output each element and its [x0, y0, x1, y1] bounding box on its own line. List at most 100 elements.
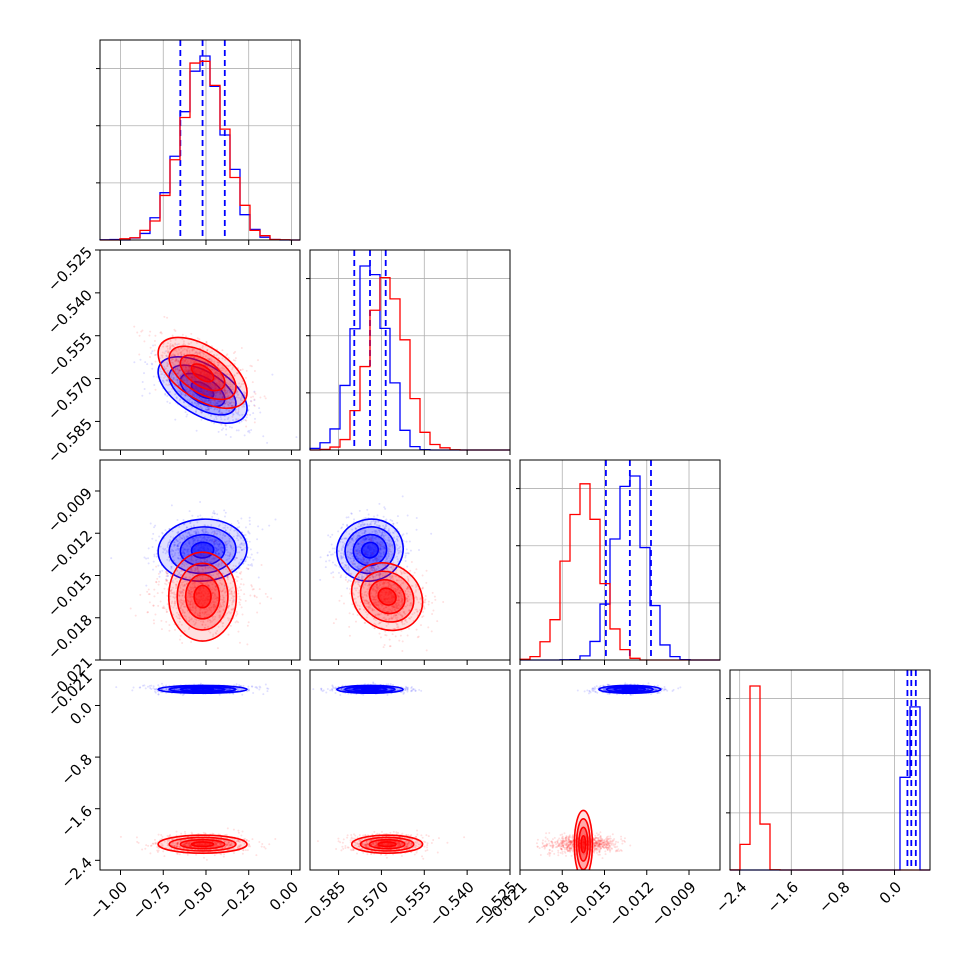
sample-point-red [217, 382, 220, 385]
sample-point-red [190, 590, 193, 593]
sample-point-red [190, 590, 193, 593]
sample-point-blue [181, 562, 184, 565]
sample-point-red [172, 596, 175, 599]
sample-point-blue [209, 561, 212, 564]
sample-point-blue [266, 441, 269, 444]
sample-point-blue [216, 548, 219, 551]
sample-point-blue [149, 522, 152, 525]
sample-point-blue [194, 386, 197, 389]
sample-point-blue [239, 397, 242, 400]
sample-point-blue [182, 555, 185, 558]
sample-point-blue [176, 545, 179, 548]
sample-point-red [205, 597, 208, 600]
sample-point-blue [208, 358, 211, 361]
sample-point-red [188, 592, 191, 595]
sample-point-red [224, 387, 227, 390]
sample-point-blue [227, 542, 230, 545]
sample-point-blue [176, 573, 179, 576]
sample-point-blue [199, 543, 202, 546]
sample-point-blue [217, 563, 220, 566]
sample-point-blue [235, 429, 238, 432]
sample-point-blue [186, 548, 189, 551]
sample-point-red [160, 331, 163, 334]
sample-point-blue [208, 545, 211, 548]
sample-point-red [218, 611, 221, 614]
sample-point-blue [246, 430, 249, 433]
sample-point-red [237, 396, 240, 399]
sample-point-blue [204, 528, 207, 531]
sample-point-red [232, 595, 235, 598]
sample-point-blue [219, 384, 222, 387]
sample-point-red [201, 599, 204, 602]
sample-point-red [233, 396, 236, 399]
sample-point-red [423, 607, 426, 610]
sample-point-blue [194, 538, 197, 541]
sample-point-red [154, 360, 157, 363]
sample-point-blue [196, 567, 199, 570]
sample-point-red [206, 595, 209, 598]
sample-point-red [373, 627, 376, 630]
sample-point-red [170, 356, 173, 359]
sample-point-red [220, 412, 223, 415]
sample-point-blue [209, 573, 212, 576]
sample-point-blue [150, 352, 153, 355]
sample-point-blue [206, 406, 209, 409]
sample-point-red [247, 567, 250, 570]
sample-point-blue [211, 539, 214, 542]
sample-point-blue [217, 545, 220, 548]
sample-point-blue [198, 396, 201, 399]
sample-point-blue [207, 399, 210, 402]
sample-point-red [207, 618, 210, 621]
sample-point-red [208, 619, 211, 622]
sample-point-red [200, 591, 203, 594]
sample-point-red [217, 574, 220, 577]
sample-point-red [218, 616, 221, 619]
sample-point-red [434, 598, 437, 601]
sample-point-blue [396, 538, 399, 541]
sample-point-blue [240, 517, 243, 520]
sample-point-blue [220, 411, 223, 414]
sample-point-red [202, 368, 205, 371]
sample-point-red [201, 369, 204, 372]
sample-point-red [215, 392, 218, 395]
sample-point-red [189, 371, 192, 374]
sample-point-red [176, 360, 179, 363]
sample-point-red [180, 598, 183, 601]
sample-point-blue [185, 381, 188, 384]
sample-point-blue [188, 531, 191, 534]
sample-point-red [206, 581, 209, 584]
sample-point-blue [214, 551, 217, 554]
sample-point-red [169, 590, 172, 593]
sample-point-red [195, 593, 198, 596]
sample-point-blue [401, 534, 404, 537]
sample-point-red [202, 604, 205, 607]
sample-point-red [170, 592, 173, 595]
sample-point-red [191, 349, 194, 352]
sample-point-blue [205, 400, 208, 403]
sample-point-red [226, 373, 229, 376]
sample-point-red [163, 352, 166, 355]
sample-point-blue [221, 551, 224, 554]
sample-point-red [211, 360, 214, 363]
sample-point-blue [211, 530, 214, 533]
sample-point-red [168, 348, 171, 351]
sample-point-blue [176, 544, 179, 547]
sample-point-blue [242, 548, 245, 551]
sample-point-blue [364, 570, 367, 573]
sample-point-blue [214, 552, 217, 555]
sample-point-red [335, 618, 338, 621]
sample-point-red [223, 395, 226, 398]
sample-point-red [215, 588, 218, 591]
sample-point-blue [224, 542, 227, 545]
sample-point-blue [324, 566, 327, 569]
sample-point-blue [194, 530, 197, 533]
sample-point-red [231, 366, 234, 369]
sample-point-red [138, 334, 141, 337]
sample-point-blue [187, 369, 190, 372]
sample-point-red [180, 570, 183, 573]
sample-point-red [148, 593, 151, 596]
sample-point-blue [200, 543, 203, 546]
sample-point-red [224, 392, 227, 395]
sample-point-blue [209, 538, 212, 541]
sample-point-blue [240, 394, 243, 397]
